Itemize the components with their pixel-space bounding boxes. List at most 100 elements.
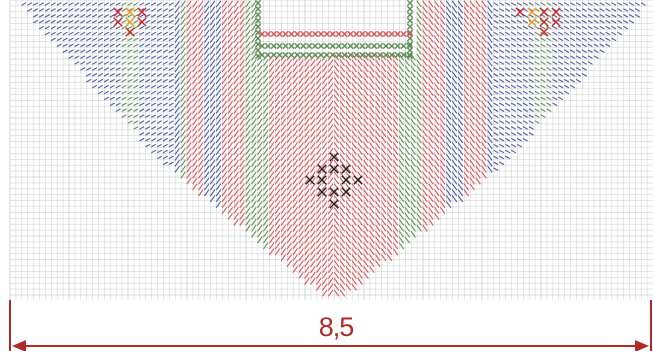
half-stitch — [245, 0, 251, 8]
half-stitch — [422, 124, 428, 132]
half-stitch — [321, 236, 328, 244]
half-stitch — [593, 25, 599, 30]
half-stitch — [174, 142, 180, 150]
half-stitch — [92, 14, 98, 18]
cross-stitch-icon — [329, 164, 339, 174]
half-stitch — [392, 83, 399, 91]
half-stitch — [475, 100, 481, 108]
half-stitch — [410, 212, 416, 220]
half-stitch — [363, 147, 369, 156]
half-stitch — [27, 8, 33, 12]
half-stitch — [227, 65, 234, 73]
half-stitch — [198, 18, 204, 26]
half-stitch — [445, 124, 452, 132]
half-stitch — [174, 94, 180, 102]
half-stitch — [310, 106, 316, 114]
half-stitch — [239, 35, 245, 43]
half-stitch — [581, 61, 587, 65]
half-stitch — [203, 29, 210, 38]
half-stitch — [439, 189, 446, 197]
half-stitch — [286, 242, 293, 250]
half-stitch — [227, 130, 234, 138]
half-stitch — [221, 124, 228, 132]
half-stitch — [552, 73, 558, 77]
half-stitch — [268, 230, 275, 238]
half-stitch — [192, 106, 198, 114]
half-stitch — [398, 71, 405, 79]
half-stitch — [351, 206, 357, 215]
half-stitch — [145, 55, 151, 59]
half-stitch — [493, 61, 499, 65]
half-stitch — [357, 88, 363, 97]
half-stitch — [139, 73, 145, 77]
half-stitch — [139, 31, 145, 36]
half-stitch — [133, 126, 139, 130]
half-stitch — [546, 67, 552, 71]
half-stitch — [386, 195, 393, 203]
half-stitch — [386, 171, 393, 179]
half-stitch — [587, 43, 593, 48]
half-stitch — [451, 59, 458, 67]
half-stitch — [198, 118, 204, 126]
half-stitch — [475, 35, 481, 43]
half-stitch — [209, 165, 216, 173]
half-stitch — [203, 100, 210, 108]
half-stitch — [139, 84, 145, 89]
half-stitch — [304, 242, 310, 250]
half-stitch — [534, 55, 540, 59]
half-stitch — [428, 29, 434, 38]
half-stitch — [192, 35, 198, 43]
collar-stitch — [376, 30, 384, 38]
half-stitch — [192, 124, 198, 132]
half-stitch — [68, 8, 74, 12]
half-stitch — [321, 106, 328, 114]
half-stitch — [274, 218, 281, 226]
collar-stitch — [317, 30, 325, 38]
half-stitch — [145, 137, 151, 142]
half-stitch — [516, 120, 522, 124]
half-stitch — [327, 147, 334, 156]
half-stitch — [227, 159, 234, 167]
half-stitch — [505, 55, 511, 59]
half-stitch — [451, 29, 458, 38]
half-stitch — [345, 212, 352, 220]
half-stitch — [611, 25, 617, 30]
half-stitch — [516, 143, 522, 148]
half-stitch — [386, 165, 393, 173]
half-stitch — [215, 165, 222, 173]
half-stitch — [510, 43, 517, 48]
half-stitch — [227, 18, 234, 26]
half-stitch — [321, 112, 328, 120]
half-stitch — [363, 59, 369, 67]
half-stitch — [463, 12, 470, 20]
half-stitch — [245, 12, 251, 20]
cross-stitch-icon — [527, 7, 537, 17]
half-stitch — [239, 83, 245, 91]
half-stitch — [363, 159, 369, 167]
half-stitch — [103, 90, 109, 95]
half-stitch — [127, 102, 133, 107]
half-stitch — [203, 59, 210, 67]
half-stitch — [392, 71, 399, 79]
half-stitch — [292, 171, 298, 179]
half-stitch — [233, 29, 239, 38]
half-stitch — [386, 130, 393, 138]
half-stitch — [198, 124, 204, 132]
half-stitch — [221, 53, 228, 61]
collar-stitch — [282, 51, 289, 59]
half-stitch — [404, 147, 411, 156]
half-stitch — [292, 71, 298, 79]
half-stitch — [510, 2, 517, 6]
half-stitch — [416, 41, 422, 49]
half-stitch — [286, 212, 293, 220]
half-stitch — [203, 94, 210, 102]
half-stitch — [274, 136, 281, 144]
half-stitch — [268, 100, 275, 108]
collar-stitch — [306, 30, 313, 38]
half-stitch — [162, 43, 168, 48]
half-stitch — [327, 94, 334, 102]
half-stitch — [375, 130, 381, 138]
half-stitch — [569, 19, 576, 24]
half-stitch — [357, 136, 363, 144]
half-stitch — [398, 183, 405, 191]
